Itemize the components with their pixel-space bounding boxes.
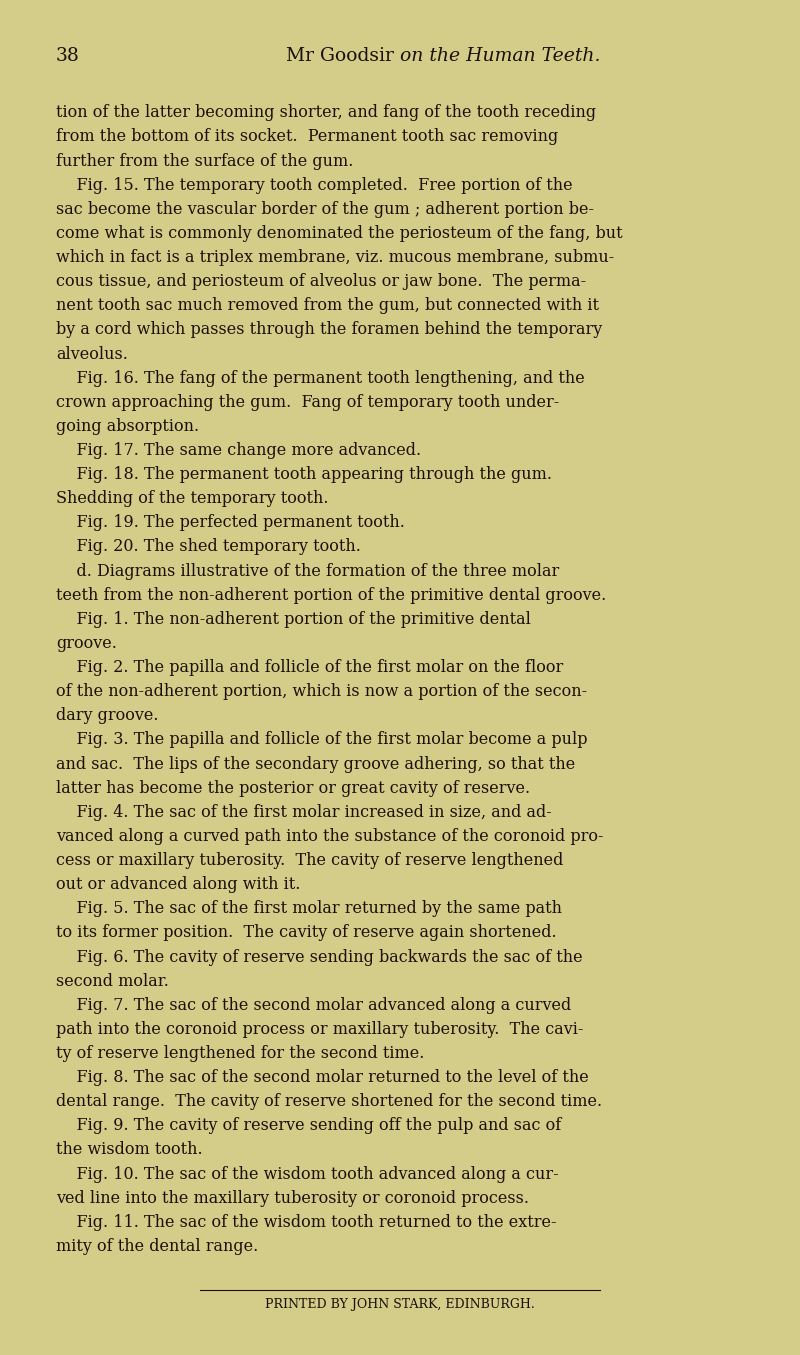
Text: nent tooth sac much removed from the gum, but connected with it: nent tooth sac much removed from the gum… xyxy=(56,297,599,314)
Text: the wisdom tooth.: the wisdom tooth. xyxy=(56,1141,202,1159)
Text: Fig. 15. The temporary tooth completed.  Free portion of the: Fig. 15. The temporary tooth completed. … xyxy=(56,176,573,194)
Text: Fig. 2. The papilla and follicle of the first molar on the floor: Fig. 2. The papilla and follicle of the … xyxy=(56,659,563,676)
Text: latter has become the posterior or great cavity of reserve.: latter has become the posterior or great… xyxy=(56,779,530,797)
Text: Fig. 19. The perfected permanent tooth.: Fig. 19. The perfected permanent tooth. xyxy=(56,515,405,531)
Text: tion of the latter becoming shorter, and fang of the tooth receding: tion of the latter becoming shorter, and… xyxy=(56,104,596,122)
Text: ty of reserve lengthened for the second time.: ty of reserve lengthened for the second … xyxy=(56,1045,424,1062)
Text: cous tissue, and periosteum of alveolus or jaw bone.  The perma-: cous tissue, and periosteum of alveolus … xyxy=(56,274,586,290)
Text: to its former position.  The cavity of reserve again shortened.: to its former position. The cavity of re… xyxy=(56,924,557,942)
Text: second molar.: second molar. xyxy=(56,973,169,989)
Text: Fig. 8. The sac of the second molar returned to the level of the: Fig. 8. The sac of the second molar retu… xyxy=(56,1069,589,1087)
Text: and sac.  The lips of the secondary groove adhering, so that the: and sac. The lips of the secondary groov… xyxy=(56,756,575,772)
Text: Fig. 1. The non-adherent portion of the primitive dental: Fig. 1. The non-adherent portion of the … xyxy=(56,611,531,627)
Text: d. Diagrams illustrative of the formation of the three molar: d. Diagrams illustrative of the formatio… xyxy=(56,562,559,580)
Text: going absorption.: going absorption. xyxy=(56,417,199,435)
Text: PRINTED BY JOHN STARK, EDINBURGH.: PRINTED BY JOHN STARK, EDINBURGH. xyxy=(265,1298,535,1312)
Text: Fig. 5. The sac of the first molar returned by the same path: Fig. 5. The sac of the first molar retur… xyxy=(56,900,562,917)
Text: vanced along a curved path into the substance of the coronoid pro-: vanced along a curved path into the subs… xyxy=(56,828,603,846)
Text: Fig. 11. The sac of the wisdom tooth returned to the extre-: Fig. 11. The sac of the wisdom tooth ret… xyxy=(56,1214,557,1230)
Text: Fig. 4. The sac of the first molar increased in size, and ad-: Fig. 4. The sac of the first molar incre… xyxy=(56,804,552,821)
Text: cess or maxillary tuberosity.  The cavity of reserve lengthened: cess or maxillary tuberosity. The cavity… xyxy=(56,852,563,869)
Text: Fig. 3. The papilla and follicle of the first molar become a pulp: Fig. 3. The papilla and follicle of the … xyxy=(56,732,587,748)
Text: come what is commonly denominated the periosteum of the fang, but: come what is commonly denominated the pe… xyxy=(56,225,622,243)
Text: mity of the dental range.: mity of the dental range. xyxy=(56,1238,258,1255)
Text: alveolus.: alveolus. xyxy=(56,346,128,363)
Text: from the bottom of its socket.  Permanent tooth sac removing: from the bottom of its socket. Permanent… xyxy=(56,129,558,145)
Text: on the Human Teeth.: on the Human Teeth. xyxy=(400,47,601,65)
Text: groove.: groove. xyxy=(56,635,117,652)
Text: of the non-adherent portion, which is now a portion of the secon-: of the non-adherent portion, which is no… xyxy=(56,683,587,701)
Text: 38: 38 xyxy=(56,47,80,65)
Text: Shedding of the temporary tooth.: Shedding of the temporary tooth. xyxy=(56,491,329,507)
Text: crown approaching the gum.  Fang of temporary tooth under-: crown approaching the gum. Fang of tempo… xyxy=(56,394,559,411)
Text: out or advanced along with it.: out or advanced along with it. xyxy=(56,877,300,893)
Text: Fig. 20. The shed temporary tooth.: Fig. 20. The shed temporary tooth. xyxy=(56,538,361,556)
Text: Fig. 10. The sac of the wisdom tooth advanced along a cur-: Fig. 10. The sac of the wisdom tooth adv… xyxy=(56,1165,558,1183)
Text: Fig. 18. The permanent tooth appearing through the gum.: Fig. 18. The permanent tooth appearing t… xyxy=(56,466,552,484)
Text: dary groove.: dary groove. xyxy=(56,707,158,725)
Text: further from the surface of the gum.: further from the surface of the gum. xyxy=(56,153,354,169)
Text: path into the coronoid process or maxillary tuberosity.  The cavi-: path into the coronoid process or maxill… xyxy=(56,1020,583,1038)
Text: dental range.  The cavity of reserve shortened for the second time.: dental range. The cavity of reserve shor… xyxy=(56,1093,602,1110)
Text: sac become the vascular border of the gum ; adherent portion be-: sac become the vascular border of the gu… xyxy=(56,201,594,218)
Text: which in fact is a triplex membrane, viz. mucous membrane, submu-: which in fact is a triplex membrane, viz… xyxy=(56,249,614,266)
Text: Mr Goodsir: Mr Goodsir xyxy=(286,47,400,65)
Text: Fig. 6. The cavity of reserve sending backwards the sac of the: Fig. 6. The cavity of reserve sending ba… xyxy=(56,948,582,966)
Text: Fig. 9. The cavity of reserve sending off the pulp and sac of: Fig. 9. The cavity of reserve sending of… xyxy=(56,1118,562,1134)
Text: Fig. 17. The same change more advanced.: Fig. 17. The same change more advanced. xyxy=(56,442,421,459)
Text: Fig. 16. The fang of the permanent tooth lengthening, and the: Fig. 16. The fang of the permanent tooth… xyxy=(56,370,585,386)
Text: Fig. 7. The sac of the second molar advanced along a curved: Fig. 7. The sac of the second molar adva… xyxy=(56,997,571,1014)
Text: teeth from the non-adherent portion of the primitive dental groove.: teeth from the non-adherent portion of t… xyxy=(56,587,606,604)
Text: ved line into the maxillary tuberosity or coronoid process.: ved line into the maxillary tuberosity o… xyxy=(56,1190,529,1207)
Text: by a cord which passes through the foramen behind the temporary: by a cord which passes through the foram… xyxy=(56,321,602,339)
